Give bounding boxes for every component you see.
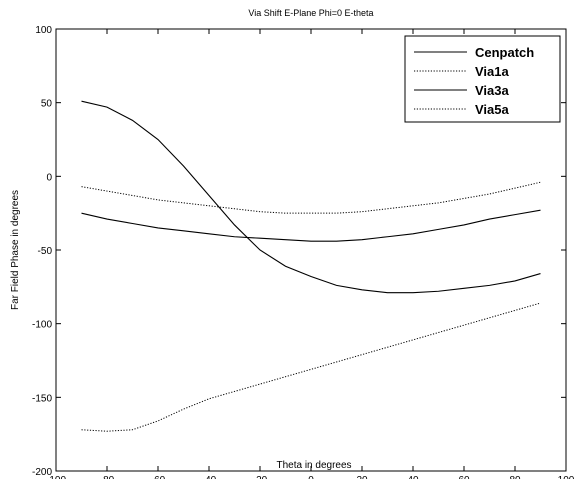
x-tick-label: -60 xyxy=(151,475,166,479)
axis-ticks: -100-80-60-40-20020406080100-200-150-100… xyxy=(32,25,575,479)
y-tick-label: -200 xyxy=(32,467,52,478)
series-line-via3a xyxy=(81,100,541,294)
x-tick-label: 40 xyxy=(407,475,419,479)
y-axis-label: Far Field Phase in degrees xyxy=(10,190,21,310)
legend-label-via3a: Via3a xyxy=(475,83,510,98)
series-layer xyxy=(81,100,541,432)
x-tick-label: -100 xyxy=(46,475,66,479)
x-tick-label: 60 xyxy=(458,475,470,479)
legend-label-via5a: Via5a xyxy=(475,102,510,117)
y-tick-label: 50 xyxy=(41,99,53,110)
y-tick-label: 0 xyxy=(46,172,52,183)
x-tick-label: 0 xyxy=(308,475,314,479)
legend-label-via1a: Via1a xyxy=(475,64,510,79)
legend-box xyxy=(404,35,561,123)
y-tick-label: -150 xyxy=(32,393,52,404)
x-axis-label: Theta in degrees xyxy=(276,460,351,471)
legend-label-cenpatch: Cenpatch xyxy=(475,45,534,60)
x-tick-label: 20 xyxy=(356,475,368,479)
chart-title: Via Shift E-Plane Phi=0 E-theta xyxy=(248,8,373,18)
y-tick-label: -50 xyxy=(38,246,53,257)
series-line-cenpatch xyxy=(81,209,541,242)
x-tick-label: -20 xyxy=(253,475,268,479)
x-tick-label: 80 xyxy=(509,475,521,479)
y-tick-label: -100 xyxy=(32,320,52,331)
x-tick-label: 100 xyxy=(558,475,575,479)
y-tick-label: 100 xyxy=(35,25,52,36)
legend: Cenpatch Via1a Via3a Via5a xyxy=(404,35,561,123)
x-tick-label: -80 xyxy=(100,475,115,479)
x-tick-label: -40 xyxy=(202,475,217,479)
